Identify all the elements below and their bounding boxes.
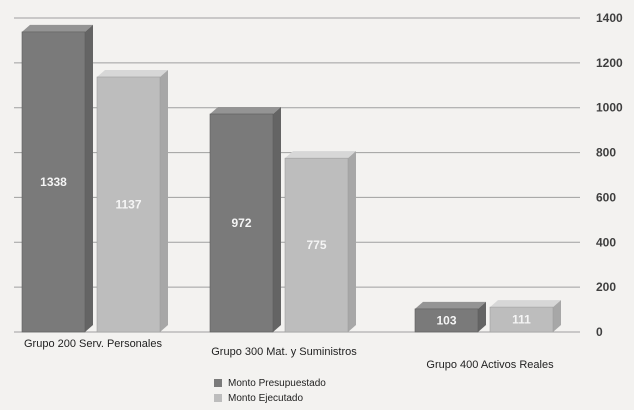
legend: Monto Presupuestado Monto Ejecutado [214,378,326,404]
bar-data-label: 1137 [115,197,141,211]
bar-data-label: 775 [306,238,326,252]
y-tick-label: 1400 [596,11,623,25]
axis-layer: 1400 1200 1000 800 600 400 200 0 Grupo 200 Serv.… [24,11,623,371]
bar-top-face [415,301,486,309]
y-tick-label: 600 [596,190,616,204]
y-tick-label: 200 [596,280,616,294]
x-category-label: Grupo 300 Mat. y Suministros [211,346,357,358]
bar-top-face [97,69,168,77]
bar-top-face [285,151,356,159]
bar-data-label: 972 [231,216,251,230]
bar-top-face [490,300,561,308]
bar-data-label: 111 [512,313,531,327]
bar-side-face [273,106,281,332]
legend-swatch [214,379,222,387]
label-layer: 1338 1137 972 775 103 111 [40,175,531,327]
bar-side-face [553,300,561,332]
y-tick-label: 400 [596,235,616,249]
bar-top-face [210,106,281,114]
bar [209,113,274,333]
bar-data-label: 103 [436,313,456,327]
bar-layer [21,24,561,333]
x-category-label: Grupo 400 Activos Reales [426,359,554,371]
bar [96,76,161,333]
bar [489,306,554,333]
y-tick-label: 0 [596,325,603,339]
legend-label: Monto Presupuestado [228,378,326,389]
bar-side-face [85,24,93,333]
bar-side-face [348,151,356,332]
bar-side-face [478,301,486,332]
bar [414,308,479,333]
bar-top-face [22,24,93,32]
bar [21,31,86,333]
legend-label: Monto Ejecutado [228,393,303,404]
y-tick-label: 1000 [596,101,623,115]
y-tick-label: 800 [596,146,616,160]
x-category-label: Grupo 200 Serv. Personales [24,338,162,350]
bar [284,157,349,333]
bar-side-face [160,69,168,332]
bar-data-label: 1338 [40,175,67,189]
y-tick-label: 1200 [596,56,623,70]
legend-swatch [214,394,222,402]
